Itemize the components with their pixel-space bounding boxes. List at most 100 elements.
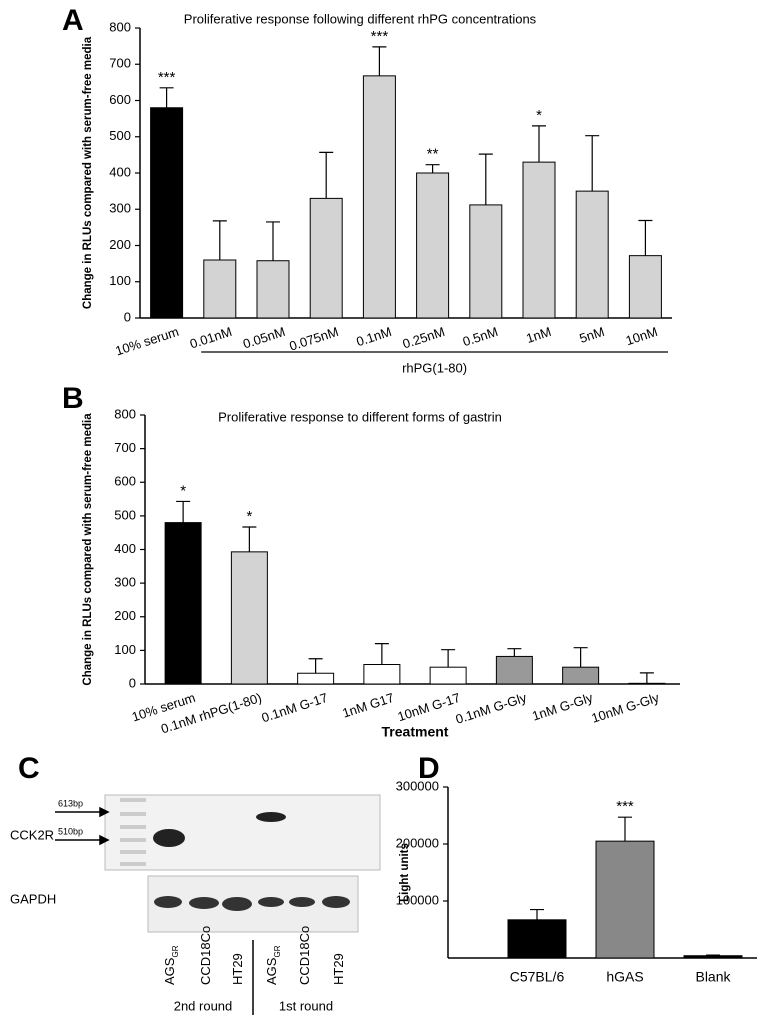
error-bar: [308, 658, 323, 674]
panel-letter: B: [62, 382, 84, 415]
error-bar: [176, 500, 191, 523]
lane-label: CCD18Co: [297, 926, 312, 985]
error-bar: [266, 221, 280, 261]
panel-letter: D: [418, 752, 440, 785]
y-tick-label: 500: [109, 128, 131, 143]
error-bar: [639, 672, 654, 684]
gel-box: [104, 794, 381, 871]
group-label: 1st round: [279, 998, 333, 1013]
error-bar: [372, 46, 387, 76]
error-bar: [585, 135, 600, 192]
row-label: GAPDH: [10, 891, 56, 906]
error-bar: [425, 164, 440, 173]
bar: [309, 197, 343, 319]
bar: [595, 840, 655, 959]
y-tick-label: 700: [114, 440, 136, 455]
x-tick-label: 0.1nM: [354, 324, 393, 349]
x-tick-label: 1nM G17: [340, 690, 396, 721]
x-tick-label: Blank: [695, 969, 731, 985]
error-bar: [212, 220, 227, 260]
x-tick-label: 10nM G-17: [396, 690, 462, 724]
x-tick-label: 0.1nM G-Gly: [454, 690, 529, 727]
error-bar: [319, 151, 334, 199]
y-tick-label: 0: [124, 309, 131, 324]
lane-labels: AGSGR CCD18Co HT29 AGSGR CCD18Co HT29: [162, 926, 346, 985]
x-tick-label: 0.01nM: [188, 324, 234, 352]
bar: [363, 663, 401, 685]
group-label: 2nd round: [174, 998, 233, 1013]
gapdh-bands: [154, 896, 350, 911]
ladder: [120, 798, 146, 866]
y-tick-label: 100000: [396, 892, 439, 907]
significance: ***: [158, 69, 176, 86]
lane-label: CCD18Co: [198, 926, 213, 985]
error-bar: [618, 816, 632, 842]
y-tick-label: 0: [129, 675, 136, 690]
y-axis-label: Change in RLUs compared with serum-free …: [82, 36, 94, 309]
bar: [522, 161, 556, 319]
bar: [495, 655, 533, 685]
y-tick-label: 200000: [396, 835, 439, 850]
bar: [683, 955, 743, 959]
row-label: CCK2R: [10, 827, 54, 842]
bar: [507, 919, 567, 959]
bar: [297, 672, 335, 685]
error-bar: [507, 648, 522, 657]
y-tick-label: 800: [114, 406, 136, 421]
x-tick-label: 1nM G-Gly: [530, 690, 595, 724]
chart-title: Proliferative response following differe…: [184, 11, 537, 26]
x-tick-label: hGAS: [606, 969, 643, 985]
y-tick-label: 200: [114, 608, 136, 623]
panel-letter: C: [18, 752, 40, 785]
x-axis-label: Treatment: [382, 724, 449, 740]
y-tick-label: 600: [109, 92, 131, 107]
bar: [575, 190, 609, 319]
x-tick-label: 10nM G-Gly: [590, 690, 662, 726]
bar: [628, 255, 662, 319]
y-tick-label: 300000: [396, 778, 439, 793]
significance: *: [246, 508, 252, 525]
bar: [362, 75, 396, 319]
bar: [562, 666, 600, 685]
error-bar: [242, 526, 257, 552]
x-tick-label: 10% serum: [113, 324, 180, 359]
y-tick-label: 700: [109, 56, 131, 71]
error-bar: [706, 954, 720, 956]
error-bar: [638, 219, 653, 256]
bar: [150, 107, 184, 319]
y-tick-label: 100: [114, 642, 136, 657]
gel-band: [256, 812, 286, 822]
error-bar: [374, 643, 389, 665]
x-tick-label: 5nM: [577, 324, 606, 346]
gel-band: [153, 829, 185, 847]
bar: [203, 259, 237, 319]
y-tick-label: 300: [114, 575, 136, 590]
y-axis-label: Change in RLUs compared with serum-free …: [82, 413, 94, 686]
bar: [164, 522, 202, 685]
chart-title: Proliferative response to different form…: [218, 409, 502, 424]
lane-label: AGSGR: [162, 945, 179, 985]
y-tick-label: 400: [114, 541, 136, 556]
lane-label: HT29: [331, 953, 346, 985]
significance: *: [180, 482, 186, 499]
bar: [469, 204, 503, 319]
y-tick-label: 600: [114, 474, 136, 489]
bar: [256, 260, 290, 319]
x-tick-label: 0.075nM: [287, 324, 340, 354]
marker-label: 510bp: [58, 826, 83, 836]
y-tick-label: 200: [109, 237, 131, 252]
x-tick-label: 10nM: [624, 324, 660, 348]
bar: [628, 682, 666, 685]
error-bar: [441, 649, 456, 668]
x-tick-label: 0.5nM: [461, 324, 500, 349]
x-tick-label: 1nM: [524, 324, 553, 346]
y-tick-label: 800: [109, 19, 131, 34]
error-bar: [478, 153, 493, 205]
significance: ***: [616, 798, 634, 815]
error-bar: [532, 125, 546, 163]
error-bar: [159, 87, 174, 108]
y-tick-label: 100: [109, 273, 131, 288]
lane-label: HT29: [230, 953, 245, 985]
